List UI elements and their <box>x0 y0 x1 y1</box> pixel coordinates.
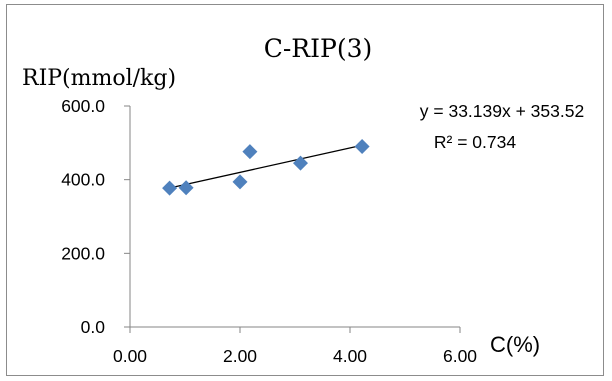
data-points <box>162 139 370 196</box>
y-axis-ticks: 0.0 200.0 400.0 600.0 <box>61 96 130 337</box>
x-tick-label: 0.00 <box>113 346 147 366</box>
chart-frame <box>6 4 604 376</box>
x-tick-label: 6.00 <box>443 346 477 366</box>
y-tick-label: 200.0 <box>61 243 105 263</box>
data-point <box>232 174 248 190</box>
y-tick-label: 400.0 <box>61 170 105 190</box>
data-point <box>178 180 194 196</box>
trendline-equation: y = 33.139x + 353.52 <box>420 101 584 121</box>
x-axis-ticks: 0.00 2.00 4.00 6.00 <box>113 327 477 366</box>
data-point <box>354 139 370 155</box>
y-tick-label: 600.0 <box>61 96 105 116</box>
data-point <box>242 144 258 160</box>
x-tick-label: 4.00 <box>333 346 367 366</box>
y-tick-label: 0.0 <box>81 317 106 337</box>
y-axis-label: RIP(mmol/kg) <box>22 66 176 91</box>
data-point <box>293 155 308 171</box>
trendline <box>169 144 363 189</box>
trendline-r-squared: R² = 0.734 <box>434 132 516 152</box>
x-axis-label: C(%) <box>490 332 540 357</box>
x-tick-label: 2.00 <box>223 346 257 366</box>
data-point <box>162 180 178 196</box>
chart-title: C-RIP(3) <box>264 34 373 63</box>
